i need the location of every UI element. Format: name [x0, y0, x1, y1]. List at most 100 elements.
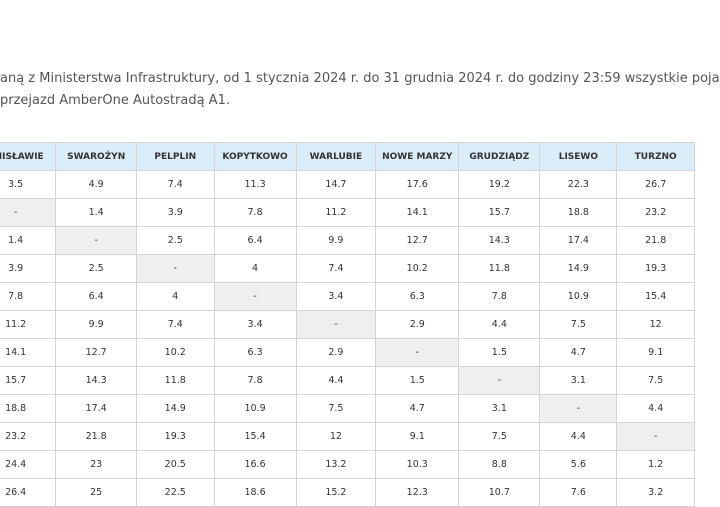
table-cell: 7.5: [539, 310, 618, 339]
table-cell: 18.6: [213, 478, 297, 507]
table-cell: 23.2: [0, 422, 57, 451]
table-cell: 4: [213, 254, 297, 283]
table-cell: 15.2: [295, 478, 377, 507]
table-cell: 1.5: [458, 338, 541, 367]
table-cell: 11.2: [295, 198, 377, 227]
column-header: NOWE MARZY: [375, 142, 460, 171]
table-row: 1.4-2.5 6.4 9.9 12.7 14.3 17.4 21.8: [0, 226, 695, 255]
table-cell: 2.9: [295, 338, 377, 367]
distance-table: ANISŁAWIESWAROŻYNPELPLINKOPYTKOWOWARLUBI…: [0, 142, 695, 507]
table-cell: 6.3: [375, 282, 460, 311]
column-header: ANISŁAWIE: [0, 142, 57, 171]
table-row: -1.4 3.9 7.8 11.2 14.1 15.7 18.8 23.2: [0, 198, 695, 227]
column-header: PELPLIN: [136, 142, 215, 171]
table-cell: -: [213, 282, 297, 311]
table-cell: 11.2: [0, 310, 57, 339]
table-cell: 15.4: [616, 282, 695, 311]
table-cell: -: [55, 226, 138, 255]
table-cell: 4.7: [375, 394, 460, 423]
column-header: KOPYTKOWO: [213, 142, 297, 171]
table-cell: 3.1: [539, 366, 618, 395]
table-cell: 7.5: [295, 394, 377, 423]
table-cell: 14.9: [136, 394, 215, 423]
table-cell: 9.1: [375, 422, 460, 451]
table-cell: 4.4: [295, 366, 377, 395]
table-cell: 4.7: [539, 338, 618, 367]
table-cell: 1.4: [55, 198, 138, 227]
table-cell: 4.4: [458, 310, 541, 339]
table-cell: 3.1: [458, 394, 541, 423]
table-cell: 1.2: [616, 450, 695, 479]
table-row: 24.4 23 20.5 16.6 13.2 10.3 8.8 5.6 1.2: [0, 450, 695, 479]
table-cell: 21.8: [616, 226, 695, 255]
table-cell: 23.2: [616, 198, 695, 227]
table-cell: 14.1: [0, 338, 57, 367]
table-cell: 11.8: [136, 366, 215, 395]
table-cell: 25: [55, 478, 138, 507]
table-cell: 15.7: [458, 198, 541, 227]
table-cell: -: [375, 338, 460, 367]
table-cell: 4.4: [539, 422, 618, 451]
table-cell: 19.3: [616, 254, 695, 283]
table-cell: 11.3: [213, 170, 297, 199]
table-header: ANISŁAWIESWAROŻYNPELPLINKOPYTKOWOWARLUBI…: [0, 142, 695, 171]
table-cell: 10.2: [136, 338, 215, 367]
table-cell: 10.9: [213, 394, 297, 423]
table-cell: 17.4: [55, 394, 138, 423]
table-cell: 7.8: [213, 366, 297, 395]
table-cell: 7.4: [295, 254, 377, 283]
table-cell: 2.5: [136, 226, 215, 255]
table-cell: 1.4: [0, 226, 57, 255]
table-cell: 3.4: [213, 310, 297, 339]
table-cell: -: [295, 310, 377, 339]
table-cell: 10.3: [375, 450, 460, 479]
table-cell: 26.7: [616, 170, 695, 199]
table-row: 18.8 17.4 14.9 10.9 7.5 4.7 3.1-4.4: [0, 394, 695, 423]
table-cell: 4.9: [55, 170, 138, 199]
table-cell: 15.7: [0, 366, 57, 395]
table-row: 26.4 25 22.5 18.6 15.2 12.3 10.7 7.6 3.2: [0, 478, 695, 507]
table-cell: 15.4: [213, 422, 297, 451]
table-cell: 7.4: [136, 170, 215, 199]
table-cell: 12.7: [375, 226, 460, 255]
table-cell: 8.8: [458, 450, 541, 479]
column-header: SWAROŻYN: [55, 142, 138, 171]
intro-line: aną z Ministerstwa Infrastruktury, od 1 …: [0, 71, 720, 86]
table-row: 15.7 14.3 11.8 7.8 4.4 1.5-3.1 7.5: [0, 366, 695, 395]
header-row: ANISŁAWIESWAROŻYNPELPLINKOPYTKOWOWARLUBI…: [0, 142, 695, 171]
table-cell: 3.9: [0, 254, 57, 283]
column-header: GRUDZIĄDZ: [458, 142, 541, 171]
table-cell: 26.4: [0, 478, 57, 507]
table-cell: -: [0, 198, 57, 227]
table-cell: 9.1: [616, 338, 695, 367]
column-header: WARLUBIE: [295, 142, 377, 171]
table-cell: 5.6: [539, 450, 618, 479]
intro-line: przejazd AmberOne Autostradą A1.: [0, 93, 230, 108]
table-cell: 7.5: [616, 366, 695, 395]
table-cell: 3.5: [0, 170, 57, 199]
intro: aną z Ministerstwa Infrastruktury, od 1 …: [0, 68, 720, 112]
table-cell: 18.8: [0, 394, 57, 423]
table-cell: 4: [136, 282, 215, 311]
table-cell: 17.4: [539, 226, 618, 255]
table-cell: 10.9: [539, 282, 618, 311]
table-cell: 12: [295, 422, 377, 451]
table-cell: 9.9: [295, 226, 377, 255]
table-cell: 12.3: [375, 478, 460, 507]
table-cell: 10.2: [375, 254, 460, 283]
table-row: 3.9 2.5-4 7.4 10.2 11.8 14.9 19.3: [0, 254, 695, 283]
table-row: 3.5 4.9 7.4 11.3 14.7 17.6 19.2 22.3 26.7: [0, 170, 695, 199]
table-cell: 3.2: [616, 478, 695, 507]
table-cell: 2.9: [375, 310, 460, 339]
table-cell: 19.2: [458, 170, 541, 199]
table-cell: 7.8: [0, 282, 57, 311]
table-cell: 14.3: [458, 226, 541, 255]
table-cell: 7.8: [458, 282, 541, 311]
column-header: TURZNO: [616, 142, 695, 171]
table-cell: 3.4: [295, 282, 377, 311]
table-cell: 7.8: [213, 198, 297, 227]
table-cell: 4.4: [616, 394, 695, 423]
table-cell: 14.9: [539, 254, 618, 283]
table-cell: 9.9: [55, 310, 138, 339]
table-cell: 14.7: [295, 170, 377, 199]
